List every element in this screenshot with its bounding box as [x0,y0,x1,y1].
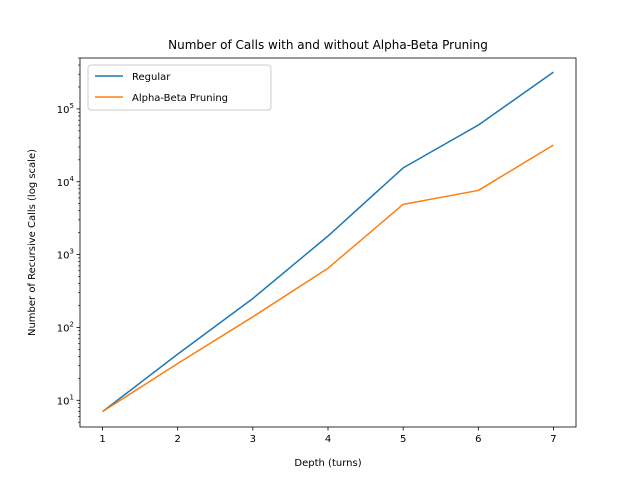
legend: Regular Alpha-Beta Pruning [87,64,272,111]
y-axis: 101 102 103 104 105 [57,57,80,423]
legend-label-1: Regular [132,72,171,83]
y-tick-label: 105 [57,102,74,116]
y-tick-label: 101 [57,393,74,407]
x-axis: 1 2 3 4 5 6 7 [99,427,557,445]
x-tick-label: 3 [250,434,256,445]
series-layer [102,71,554,413]
x-tick-label: 2 [175,434,181,445]
y-axis-label: Number of Recursive Calls (log scale) [27,149,38,336]
x-tick-label: 4 [325,434,331,445]
series-line-1 [102,71,554,413]
x-tick-label: 5 [400,434,406,445]
x-tick-label: 7 [550,434,556,445]
chart-title: Number of Calls with and without Alpha-B… [168,38,488,52]
y-tick-label: 102 [57,320,74,334]
series-line-2 [102,144,554,413]
y-tick-label: 103 [57,248,74,262]
x-tick-label: 6 [475,434,481,445]
x-tick-label: 1 [99,434,105,445]
legend-box [87,64,272,111]
legend-label-2: Alpha-Beta Pruning [132,93,228,104]
y-tick-label: 104 [57,175,75,189]
x-axis-label: Depth (turns) [294,458,361,469]
